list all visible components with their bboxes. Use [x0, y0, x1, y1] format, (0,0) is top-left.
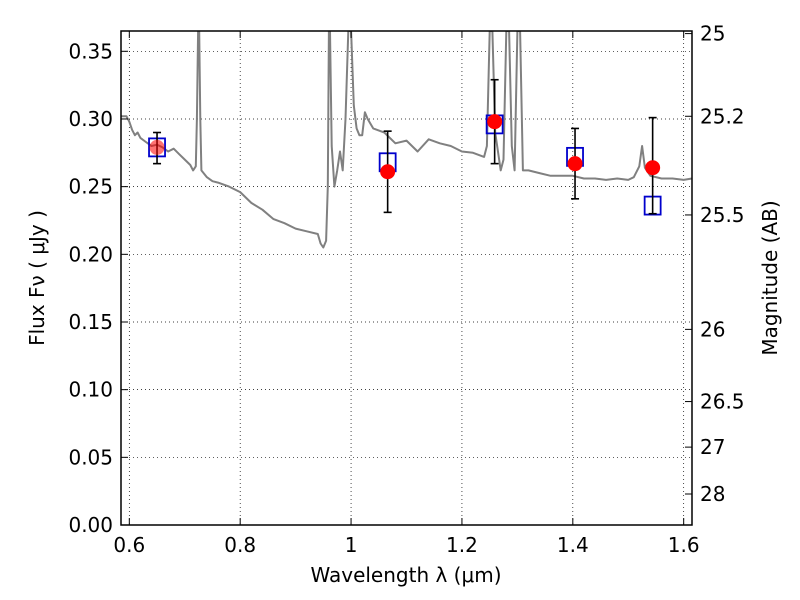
y-tick-label: 0.30 [68, 107, 113, 131]
y-tick-label: 0.15 [68, 310, 113, 334]
x-tick-label: 1 [345, 533, 358, 557]
ticks: 0.6 0.8 1 1.2 1.4 1.6 0.00 0.05 0.10 0.15 0.20 0.25… [68, 22, 744, 557]
mag-tick-label: 26.5 [700, 390, 745, 414]
x-tick-label: 0.8 [224, 533, 256, 557]
x-tick-label: 1.4 [557, 533, 589, 557]
observed-flux-point [487, 114, 503, 130]
plot-frame [120, 30, 693, 526]
mag-tick-label: 26 [700, 317, 725, 341]
observed-flux-point [149, 139, 165, 155]
y-axis-label: Flux Fν ( μJy ) [25, 210, 49, 346]
mag-tick-label: 25.5 [700, 203, 745, 227]
model-spectrum-line [121, 31, 692, 249]
mag-tick-label: 27 [700, 435, 725, 459]
y-tick-label: 0.20 [68, 242, 113, 266]
y-tick-label: 0.35 [68, 39, 113, 63]
y-tick-label: 0.05 [68, 445, 113, 469]
data-layer [121, 31, 692, 249]
mag-tick-label: 25.2 [700, 104, 745, 128]
observed-flux-point [567, 156, 583, 172]
observed-flux-point [380, 164, 396, 180]
observed-flux-point [645, 160, 661, 176]
x-tick-label: 0.6 [113, 533, 145, 557]
x-axis-label: Wavelength λ (μm) [310, 563, 501, 587]
y-tick-label: 0.00 [68, 513, 113, 537]
mag-tick-label: 28 [700, 482, 725, 506]
x-tick-label: 1.6 [668, 533, 700, 557]
y-tick-label: 0.10 [68, 378, 113, 402]
y-axis-label-right: Magnitude (AB) [758, 200, 782, 355]
mag-tick-label: 25 [700, 22, 725, 46]
x-tick-label: 1.2 [446, 533, 478, 557]
y-tick-label: 0.25 [68, 175, 113, 199]
